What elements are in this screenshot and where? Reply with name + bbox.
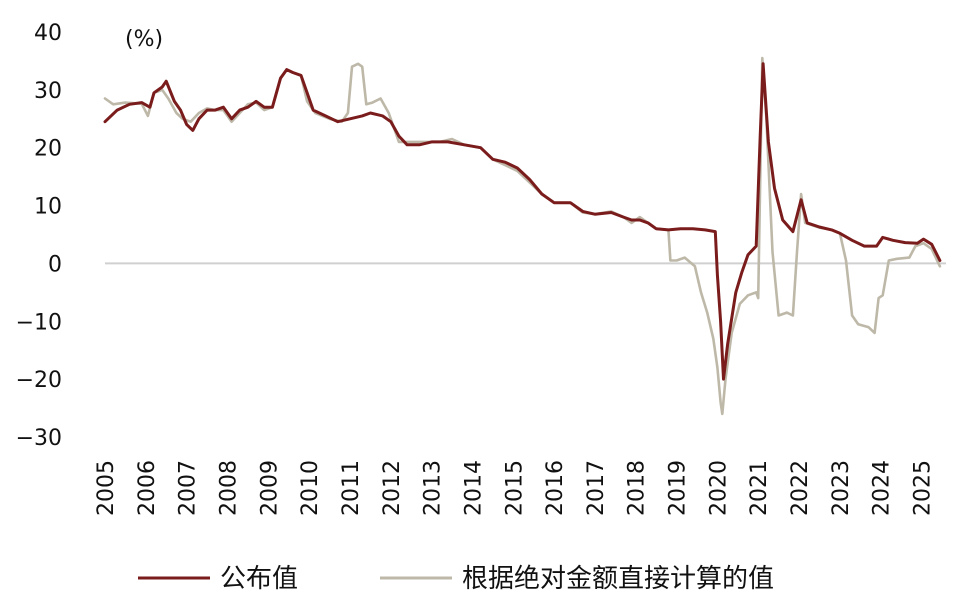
x-tick-label: 2011 <box>339 460 364 516</box>
x-tick-label: 2023 <box>829 460 854 516</box>
y-tick-label: 10 <box>34 195 62 220</box>
legend: 公布值 根据绝对金额直接计算的值 <box>138 564 774 594</box>
y-tick-label: −10 <box>16 310 62 335</box>
series-group <box>103 56 942 416</box>
x-tick-label: 2014 <box>461 460 486 516</box>
series-line-computed <box>103 56 942 416</box>
y-tick-label: 0 <box>48 252 62 277</box>
series-line-published <box>103 62 942 381</box>
y-unit-label: (%) <box>125 27 163 52</box>
y-tick-label: 30 <box>34 79 62 104</box>
x-tick-label: 2019 <box>666 460 691 516</box>
x-tick-label: 2009 <box>257 460 282 516</box>
x-tick-label: 2007 <box>176 460 201 516</box>
x-axis: 2005 2006 2007 2008 2009 2010 2011 2012 2013 2014… <box>94 460 936 516</box>
x-tick-label: 2022 <box>788 460 813 516</box>
x-tick-label: 2020 <box>706 460 731 516</box>
legend-item-computed: 根据绝对金额直接计算的值 <box>380 564 774 594</box>
x-tick-label: 2021 <box>747 460 772 516</box>
legend-item-published: 公布值 <box>138 564 298 594</box>
y-tick-label: −30 <box>16 426 62 451</box>
y-axis: 40 30 20 10 0 −10 −20 −30 <box>16 21 62 451</box>
x-tick-label: 2008 <box>216 460 241 516</box>
y-tick-label: 40 <box>34 21 62 46</box>
x-tick-label: 2005 <box>94 460 119 516</box>
x-tick-label: 2016 <box>543 460 568 516</box>
x-tick-label: 2015 <box>502 460 527 516</box>
x-tick-label: 2025 <box>911 460 936 516</box>
x-tick-label: 2024 <box>870 460 895 516</box>
x-tick-label: 2018 <box>625 460 650 516</box>
legend-label: 公布值 <box>220 564 298 594</box>
x-tick-label: 2006 <box>135 460 160 516</box>
x-tick-label: 2017 <box>584 460 609 516</box>
y-tick-label: 20 <box>34 137 62 162</box>
x-tick-label: 2012 <box>380 460 405 516</box>
y-tick-label: −20 <box>16 368 62 393</box>
x-tick-label: 2013 <box>421 460 446 516</box>
legend-label: 根据绝对金额直接计算的值 <box>462 564 774 594</box>
x-tick-label: 2010 <box>298 460 323 516</box>
